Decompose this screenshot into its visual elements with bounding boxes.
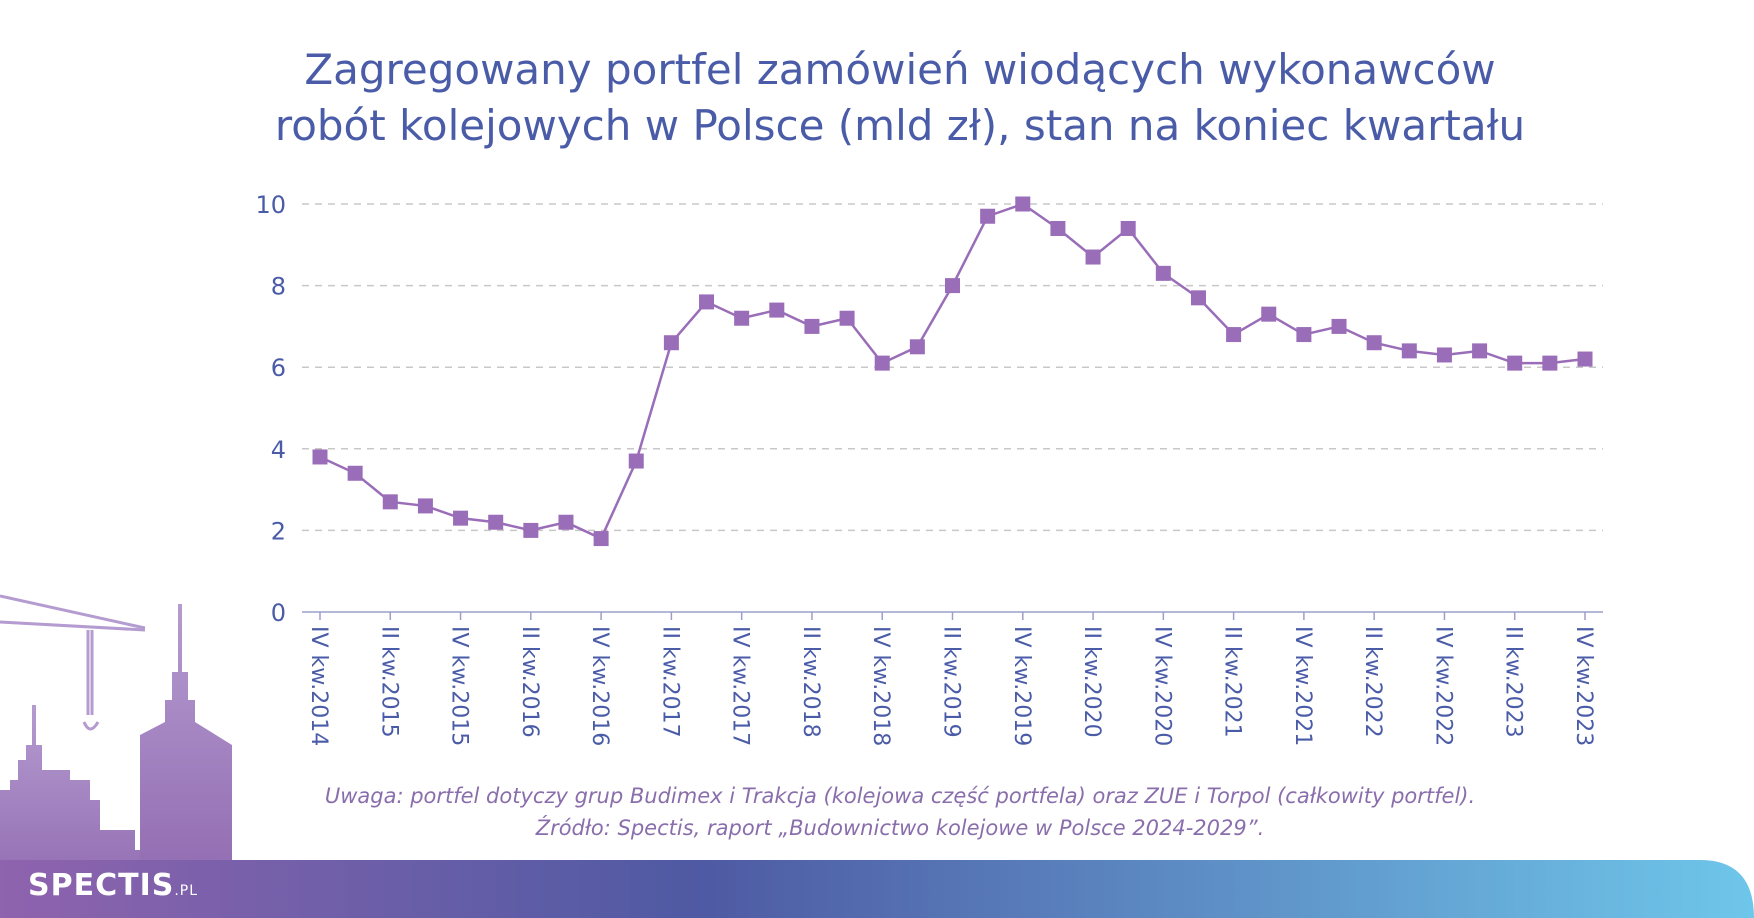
x-tick-label: IV kw.2016 <box>587 626 612 746</box>
y-tick-label: 8 <box>271 273 286 301</box>
data-point <box>1436 347 1452 363</box>
crane-icon <box>0 594 146 731</box>
y-tick-label: 4 <box>271 436 286 464</box>
x-tick-label: II kw.2018 <box>798 626 823 738</box>
data-point <box>909 339 925 355</box>
x-tick-label: II kw.2020 <box>1079 626 1104 738</box>
x-tick-label: IV kw.2017 <box>728 626 753 746</box>
y-tick-label: 6 <box>271 354 286 382</box>
x-tick-label: II kw.2019 <box>939 626 964 738</box>
data-point <box>874 355 890 371</box>
data-point <box>1226 327 1242 343</box>
data-point <box>699 294 715 310</box>
x-tick-label: IV kw.2015 <box>447 626 472 746</box>
spectis-logo: SPECTIS.PL <box>28 868 198 903</box>
data-point <box>1190 290 1206 306</box>
data-point <box>945 278 960 294</box>
data-point <box>1120 220 1136 236</box>
x-tick-label: IV kw.2018 <box>868 626 893 746</box>
data-point <box>1155 265 1171 281</box>
x-tick-label: II kw.2016 <box>517 626 542 738</box>
data-point <box>1401 343 1417 359</box>
y-tick-label: 10 <box>255 191 286 219</box>
x-tick-label: IV kw.2014 <box>306 626 331 746</box>
x-tick-label: IV kw.2021 <box>1290 626 1315 746</box>
chart-title-line-2: robót kolejowych w Polsce (mld zł), stan… <box>274 101 1526 150</box>
y-tick-label: 2 <box>271 517 286 545</box>
x-tick-label: IV kw.2023 <box>1571 626 1596 746</box>
x-tick-label: IV kw.2020 <box>1149 626 1174 746</box>
x-tick-label: II kw.2015 <box>376 626 401 738</box>
data-point <box>804 318 820 334</box>
data-point <box>558 514 574 530</box>
data-point <box>663 335 679 351</box>
data-point <box>1015 196 1031 212</box>
data-point <box>1296 327 1312 343</box>
chart-title: Zagregowany portfel zamówień wiodących w… <box>200 42 1600 154</box>
x-tick-label: IV kw.2019 <box>1009 626 1034 746</box>
data-point <box>1542 355 1558 371</box>
data-point <box>523 522 539 538</box>
data-point <box>593 531 609 547</box>
data-point <box>839 310 855 326</box>
data-point <box>312 449 328 465</box>
data-point <box>1261 306 1277 322</box>
x-tick-label: II kw.2022 <box>1360 626 1385 738</box>
logo-suffix: .PL <box>174 883 199 899</box>
data-point <box>382 494 398 510</box>
chart-source: Źródło: Spectis, raport „Budownictwo kol… <box>535 816 1265 840</box>
logo-text: SPECTIS <box>28 868 175 903</box>
data-point <box>453 510 469 526</box>
data-point <box>1050 220 1066 236</box>
data-point <box>347 465 363 481</box>
data-point <box>769 302 785 318</box>
data-point <box>1577 351 1593 367</box>
chart-note: Uwaga: portfel dotyczy grup Budimex i Tr… <box>324 784 1476 808</box>
data-point <box>417 498 433 514</box>
x-tick-label: II kw.2023 <box>1501 626 1526 738</box>
x-tick-label: II kw.2021 <box>1220 626 1245 738</box>
data-point <box>734 310 750 326</box>
data-point <box>628 453 644 469</box>
series-line <box>319 202 1586 541</box>
data-point <box>980 208 996 224</box>
footer-band <box>0 860 1754 918</box>
x-tick-label: IV kw.2022 <box>1430 626 1455 746</box>
data-point <box>1507 355 1523 371</box>
x-tick-label: II kw.2017 <box>657 626 682 738</box>
data-point <box>488 514 504 530</box>
data-point <box>1472 343 1488 359</box>
data-point <box>1085 249 1101 265</box>
chart-title-line-1: Zagregowany portfel zamówień wiodących w… <box>304 45 1496 94</box>
y-tick-label: 0 <box>271 599 286 627</box>
data-point <box>1366 335 1382 351</box>
data-point <box>1331 318 1347 334</box>
